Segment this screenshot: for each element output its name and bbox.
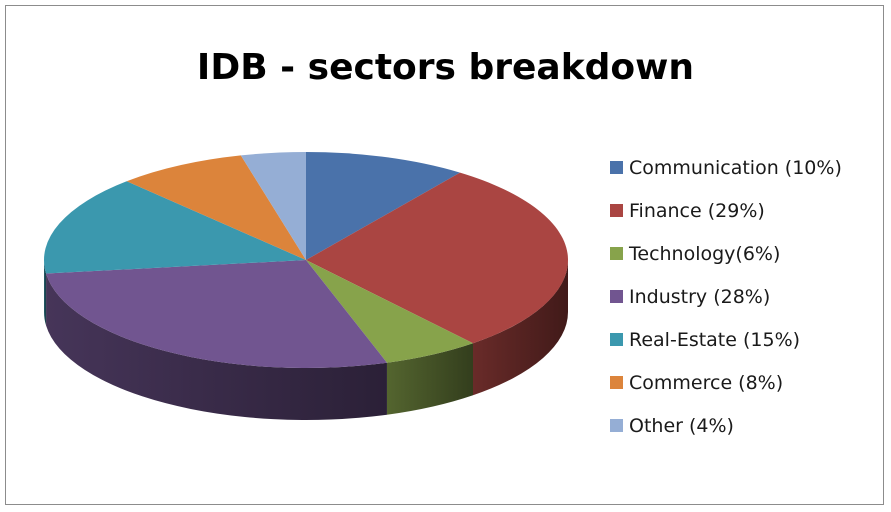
chart-frame: IDB - sectors breakdown Communication (1… bbox=[5, 5, 884, 505]
legend-label: Real-Estate (15%) bbox=[629, 328, 801, 351]
legend-swatch bbox=[610, 333, 623, 346]
legend-swatch bbox=[610, 376, 623, 389]
slice-communication bbox=[306, 152, 460, 260]
legend-swatch bbox=[610, 419, 623, 432]
legend-item: Industry (28%) bbox=[610, 275, 842, 318]
legend-swatch bbox=[610, 290, 623, 303]
legend-label: Other (4%) bbox=[629, 414, 734, 437]
legend-swatch bbox=[610, 247, 623, 260]
slice-real-estate bbox=[43, 181, 306, 274]
slice-industry bbox=[46, 260, 387, 368]
slice-commerce bbox=[126, 155, 307, 260]
slice-industry-side bbox=[46, 273, 387, 421]
legend-label: Technology(6%) bbox=[629, 242, 781, 265]
legend-item: Real-Estate (15%) bbox=[610, 318, 842, 361]
slice-other bbox=[240, 152, 306, 260]
legend-swatch bbox=[610, 161, 623, 174]
chart-title: IDB - sectors breakdown bbox=[196, 47, 695, 88]
legend-swatch bbox=[610, 204, 623, 217]
legend-item: Commerce (8%) bbox=[610, 361, 842, 404]
legend-label: Commerce (8%) bbox=[629, 371, 784, 394]
legend-item: Other (4%) bbox=[610, 404, 842, 447]
slice-real-estate-side bbox=[44, 260, 47, 326]
slice-finance-side bbox=[473, 260, 568, 396]
legend-label: Industry (28%) bbox=[629, 285, 771, 308]
legend-label: Communication (10%) bbox=[629, 156, 842, 179]
pie-chart bbox=[43, 152, 568, 421]
slice-finance bbox=[306, 172, 568, 344]
pie-top bbox=[43, 152, 568, 368]
slice-technology-side bbox=[386, 343, 474, 415]
legend-item: Finance (29%) bbox=[610, 189, 842, 232]
legend-item: Technology(6%) bbox=[610, 232, 842, 275]
pie-sides bbox=[44, 260, 568, 421]
slice-technology bbox=[306, 260, 474, 363]
legend: Communication (10%) Finance (29%) Technolo… bbox=[610, 146, 842, 447]
legend-item: Communication (10%) bbox=[610, 146, 842, 189]
legend-label: Finance (29%) bbox=[629, 199, 765, 222]
